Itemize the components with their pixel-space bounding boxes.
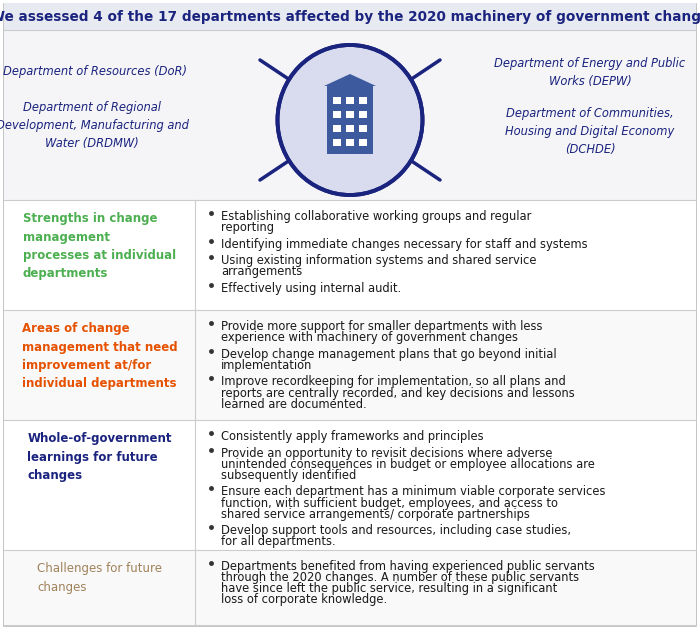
Text: implementation: implementation [221, 359, 312, 372]
Text: Consistently apply frameworks and principles: Consistently apply frameworks and princi… [221, 430, 484, 443]
Text: arrangements: arrangements [221, 265, 302, 278]
Bar [4, 310, 696, 420]
Text: Ensure each department has a minimum viable corporate services: Ensure each department has a minimum via… [221, 485, 606, 498]
Text: shared service arrangements/ corporate partnerships: shared service arrangements/ corporate p… [221, 508, 530, 520]
Text: Develop support tools and resources, including case studies,: Develop support tools and resources, inc… [221, 524, 571, 537]
Text: reporting: reporting [221, 221, 274, 234]
Text: Develop change management plans that go beyond initial: Develop change management plans that go … [221, 348, 556, 361]
Text: reports are centrally recorded, and key decisions and lessons: reports are centrally recorded, and key … [221, 386, 575, 399]
Bar [333, 139, 341, 146]
Text: function, with sufficient budget, employees, and access to: function, with sufficient budget, employ… [221, 496, 558, 510]
Text: Department of Resources (DoR): Department of Resources (DoR) [3, 66, 187, 79]
Text: Effectively using internal audit.: Effectively using internal audit. [221, 282, 401, 295]
Text: Strengths in change
management
processes at individual
departments: Strengths in change management processes… [23, 212, 176, 280]
Bar [359, 111, 367, 118]
Bar [4, 420, 696, 550]
Ellipse shape [277, 45, 423, 195]
Text: Provide an opportunity to revisit decisions where adverse: Provide an opportunity to revisit decisi… [221, 447, 552, 460]
Polygon shape [324, 74, 376, 86]
Text: Identifying immediate changes necessary for staff and systems: Identifying immediate changes necessary … [221, 238, 587, 251]
Text: for all departments.: for all departments. [221, 536, 335, 548]
Bar [333, 111, 341, 118]
Text: Improve recordkeeping for implementation, so all plans and: Improve recordkeeping for implementation… [221, 375, 566, 389]
Text: Challenges for future
changes: Challenges for future changes [37, 562, 162, 593]
Bar [333, 97, 341, 104]
Bar [346, 139, 354, 146]
Bar [359, 125, 367, 132]
Bar [346, 125, 354, 132]
Bar [359, 139, 367, 146]
Text: have since left the public service, resulting in a significant: have since left the public service, resu… [221, 582, 557, 595]
Text: We assessed 4 of the 17 departments affected by the 2020 machinery of government: We assessed 4 of the 17 departments affe… [0, 10, 700, 24]
Text: Departments benefited from having experienced public servants: Departments benefited from having experi… [221, 560, 595, 573]
Bar [4, 30, 696, 200]
Text: loss of corporate knowledge.: loss of corporate knowledge. [221, 593, 387, 606]
Text: Using existing information systems and shared service: Using existing information systems and s… [221, 255, 536, 267]
Text: learned are documented.: learned are documented. [221, 398, 367, 411]
Bar [359, 97, 367, 104]
Bar [4, 550, 696, 625]
Text: Provide more support for smaller departments with less: Provide more support for smaller departm… [221, 320, 542, 333]
Bar [333, 125, 341, 132]
Text: Areas of change
management that need
improvement at/for
individual departments: Areas of change management that need imp… [22, 322, 177, 391]
Text: Department of Regional
Development, Manufacturing and
Water (DRDMW): Department of Regional Development, Manu… [0, 101, 188, 149]
Text: unintended consequences in budget or employee allocations are: unintended consequences in budget or emp… [221, 458, 595, 471]
Text: experience with machinery of government changes: experience with machinery of government … [221, 331, 518, 344]
Bar [4, 200, 696, 310]
Text: Department of Energy and Public
Works (DEPW): Department of Energy and Public Works (D… [494, 57, 685, 88]
Text: Whole-of-government
learnings for future
changes: Whole-of-government learnings for future… [27, 432, 172, 482]
Bar [346, 111, 354, 118]
Text: through the 2020 changes. A number of these public servants: through the 2020 changes. A number of th… [221, 571, 579, 584]
Text: subsequently identified: subsequently identified [221, 469, 356, 482]
Bar [327, 86, 373, 154]
Text: Establishing collaborative working groups and regular: Establishing collaborative working group… [221, 210, 531, 223]
Text: Department of Communities,
Housing and Digital Economy
(DCHDE): Department of Communities, Housing and D… [505, 108, 675, 156]
Bar [4, 3, 696, 30]
Bar [346, 97, 354, 104]
